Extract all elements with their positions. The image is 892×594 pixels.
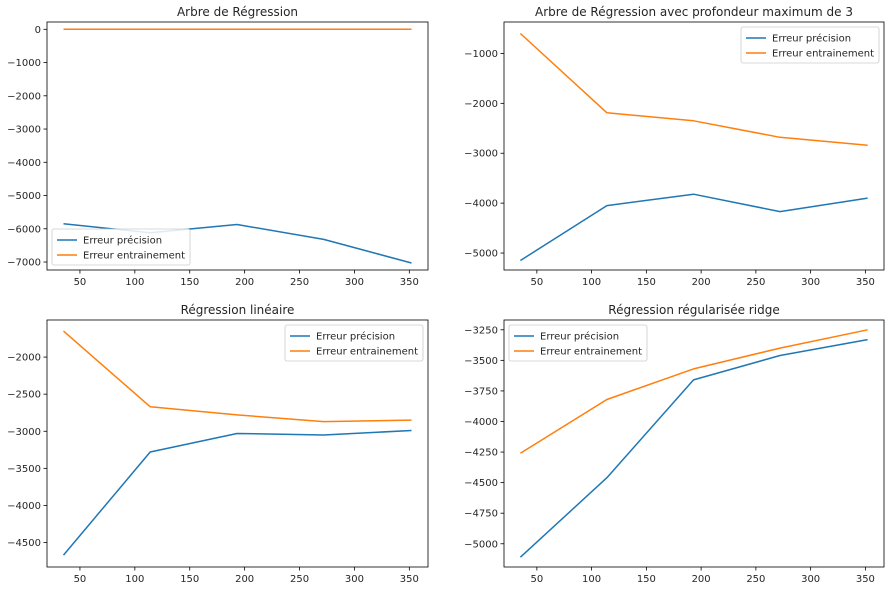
x-tick-label: 350 <box>400 277 419 288</box>
y-tick-label: −4000 <box>7 501 41 512</box>
y-tick-label: −3500 <box>464 356 498 367</box>
x-tick-label: 200 <box>235 277 254 288</box>
y-tick-label: −4250 <box>464 448 498 459</box>
y-tick-label: −5000 <box>464 539 498 550</box>
chart-panel-1: Arbre de Régression 50 100 150 200 250 300 350 0… <box>7 5 429 288</box>
chart-title: Régression régularisée ridge <box>608 303 779 317</box>
chart-title: Arbre de Régression avec profondeur maxi… <box>535 5 853 19</box>
legend-label-precision: Erreur précision <box>316 331 395 343</box>
x-tick-label: 250 <box>290 277 309 288</box>
x-tick-label: 200 <box>692 574 711 585</box>
y-tick-label: −5000 <box>7 191 41 202</box>
plot-frame <box>46 319 429 568</box>
x-tick-label: 100 <box>582 277 601 288</box>
y-tick-label: −5000 <box>464 249 498 260</box>
chart-panel-3: Régression linéaire 50 100 150 200 250 300 350 −… <box>7 303 429 585</box>
legend-box <box>284 324 424 362</box>
legend-label-precision: Erreur précision <box>83 235 162 247</box>
legend-label-train: Erreur entrainement <box>540 347 642 358</box>
x-tick-label: 200 <box>235 574 254 585</box>
legend: Erreur précision Erreur entrainement <box>51 228 191 266</box>
legend-label-train: Erreur entrainement <box>772 49 874 60</box>
legend-label-train: Erreur entrainement <box>316 347 418 358</box>
y-tick-label: −2500 <box>7 390 41 401</box>
series-line-precision <box>62 429 412 556</box>
y-tick-label: −3000 <box>7 125 41 136</box>
legend: Erreur précision Erreur entrainement <box>284 324 424 362</box>
x-tick-label: 350 <box>856 574 875 585</box>
y-tick-label: −1000 <box>464 49 498 60</box>
x-tick-label: 350 <box>400 574 419 585</box>
x-tick-label: 150 <box>180 574 199 585</box>
x-tick-label: 150 <box>637 574 656 585</box>
y-tick-label: −4750 <box>464 509 498 520</box>
chart-panel-2: Arbre de Régression avec profondeur maxi… <box>464 5 885 288</box>
y-tick-label: −6000 <box>7 224 41 235</box>
legend-box <box>51 228 191 266</box>
x-tick-label: 300 <box>345 277 364 288</box>
y-tick-label: −3000 <box>7 427 41 438</box>
y-tick-label: −4000 <box>7 158 41 169</box>
y-tick-label: −4000 <box>464 199 498 210</box>
legend-box <box>740 26 880 64</box>
x-tick-label: 50 <box>74 574 87 585</box>
y-tick-label: −1000 <box>7 58 41 69</box>
y-tick-label: 0 <box>35 25 41 36</box>
chart-panel-4: Régression régularisée ridge 50 100 150 200 2… <box>464 303 885 585</box>
series-line-train <box>519 32 868 147</box>
legend: Erreur précision Erreur entrainement <box>508 324 648 362</box>
y-tick-label: −7000 <box>7 258 41 269</box>
chart-title: Arbre de Régression <box>177 5 298 19</box>
x-tick-label: 200 <box>692 277 711 288</box>
x-tick-label: 50 <box>530 574 543 585</box>
x-tick-label: 150 <box>637 277 656 288</box>
y-tick-label: −4000 <box>464 417 498 428</box>
x-tick-label: 300 <box>801 277 820 288</box>
legend-label-precision: Erreur précision <box>540 331 619 343</box>
y-tick-label: −3750 <box>464 386 498 397</box>
legend-label-train: Erreur entrainement <box>83 251 185 262</box>
y-tick-label: −4500 <box>464 478 498 489</box>
x-tick-label: 350 <box>856 277 875 288</box>
y-tick-label: −2000 <box>464 99 498 110</box>
chart-title: Régression linéaire <box>181 303 295 317</box>
plot-frame <box>503 21 885 271</box>
series-line-train <box>520 329 868 454</box>
x-tick-label: 300 <box>345 574 364 585</box>
x-tick-label: 100 <box>125 574 144 585</box>
plot-frame <box>46 21 429 271</box>
series-line-precision <box>519 338 868 558</box>
y-tick-label: −2000 <box>7 91 41 102</box>
x-tick-label: 250 <box>746 574 765 585</box>
x-tick-label: 150 <box>180 277 199 288</box>
y-tick-label: −3500 <box>7 464 41 475</box>
legend-box <box>508 324 648 362</box>
series-line-train <box>63 330 412 423</box>
x-tick-label: 250 <box>290 574 309 585</box>
y-tick-label: −4500 <box>7 538 41 549</box>
plot-frame <box>503 319 885 568</box>
x-tick-label: 300 <box>801 574 820 585</box>
series-line-precision <box>519 193 868 262</box>
x-tick-label: 100 <box>582 574 601 585</box>
x-tick-label: 100 <box>125 277 144 288</box>
legend-label-precision: Erreur précision <box>772 33 851 45</box>
x-tick-label: 50 <box>530 277 543 288</box>
x-tick-label: 250 <box>746 277 765 288</box>
y-tick-label: −2000 <box>7 353 41 364</box>
x-tick-label: 50 <box>74 277 87 288</box>
y-tick-label: −3250 <box>464 325 498 336</box>
y-tick-label: −3000 <box>464 149 498 160</box>
legend: Erreur précision Erreur entrainement <box>740 26 880 64</box>
